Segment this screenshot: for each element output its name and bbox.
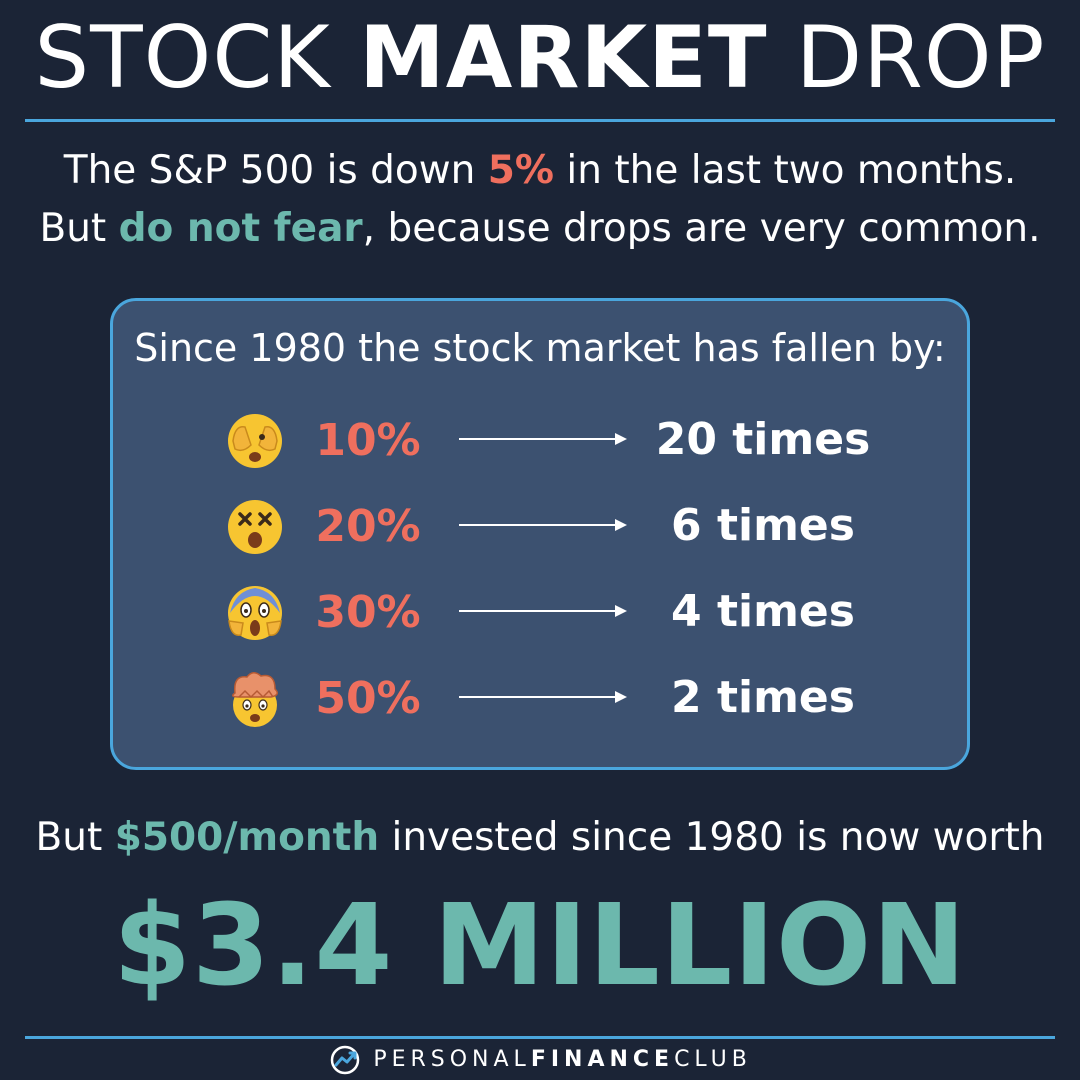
drop-percent: 10% [315,415,421,466]
drop-percent: 20% [315,501,421,552]
monthly-investment: $500/month [114,815,380,860]
personal-finance-club-logo-icon [328,1045,362,1075]
intro-line-2-post: , because drops are very common. [362,206,1041,251]
brand-personal: PERSONAL [373,1047,531,1072]
intro-line-2: But do not fear, because drops are very … [0,201,1080,257]
brand-finance: FINANCE [530,1047,675,1072]
worth-line: But $500/month invested since 1980 is no… [0,810,1080,866]
dizzy-face-icon [225,497,285,557]
arrow-right-icon [459,431,629,447]
bottom-divider [25,1036,1055,1039]
intro-do-not-fear: do not fear [118,206,363,251]
top-divider [25,119,1055,122]
drop-times: 4 times [671,586,855,637]
drop-row: 20% 6 times [113,487,967,567]
title-part-drop: DROP [767,8,1046,108]
panel-heading: Since 1980 the stock market has fallen b… [134,326,946,370]
drop-row: 30% 4 times [113,573,967,653]
intro-line-1: The S&P 500 is down 5% in the last two m… [0,143,1080,199]
arrow-right-icon [459,689,629,705]
drop-percent: 30% [315,587,421,638]
arrow-right-icon [459,603,629,619]
intro-line-1-pre: The S&P 500 is down [63,148,488,193]
title-part-market: MARKET [359,8,768,108]
intro-percent-down: 5% [487,148,554,193]
see-no-evil-face-icon [225,411,285,471]
title-part-stock: STOCK [34,8,360,108]
page-title: STOCK MARKET DROP [0,8,1080,108]
footer-brand: PERSONALFINANCECLUB [0,1042,1080,1078]
drops-panel: Since 1980 the stock market has fallen b… [110,298,970,770]
exploding-head-icon [225,669,285,729]
drop-row: 50% 2 times [113,659,967,739]
drop-times: 20 times [655,414,871,465]
drop-row: 10% 20 times [113,401,967,481]
worth-post: invested since 1980 is now worth [379,815,1045,860]
total-value: $3.4 MILLION [113,881,967,1011]
screaming-face-icon [225,583,285,643]
drop-times: 6 times [671,500,855,551]
arrow-right-icon [459,517,629,533]
brand-name: PERSONALFINANCECLUB [373,1042,751,1078]
drop-percent: 50% [315,673,421,724]
drop-times: 2 times [671,672,855,723]
brand-club: CLUB [674,1047,752,1072]
intro-line-1-post: in the last two months. [554,148,1017,193]
worth-pre: But [35,815,115,860]
intro-line-2-pre: But [39,206,119,251]
